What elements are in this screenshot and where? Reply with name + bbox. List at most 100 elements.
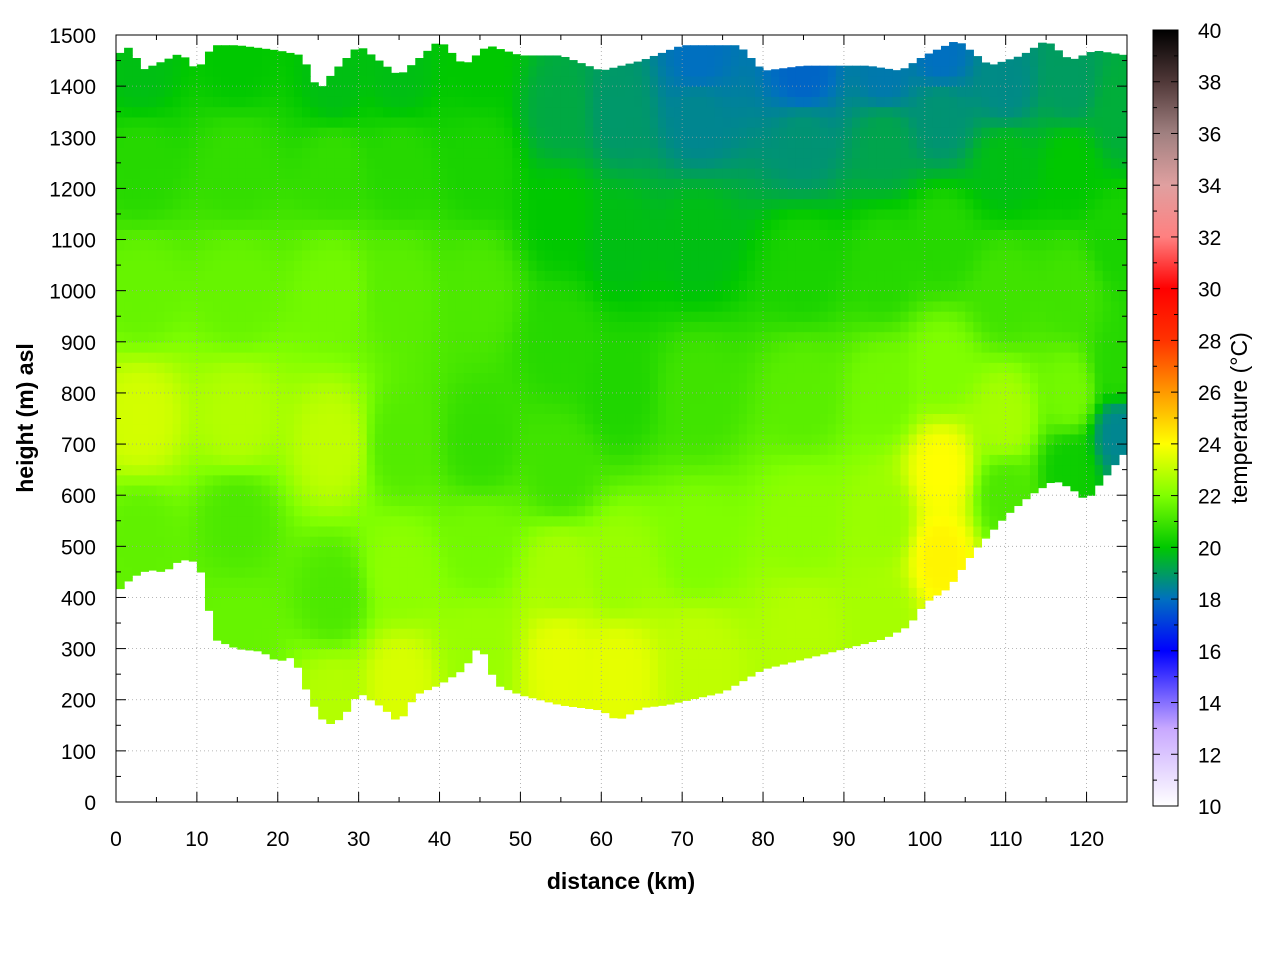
field-cell: [366, 147, 376, 159]
field-cell: [229, 178, 238, 189]
field-cell: [682, 484, 691, 496]
field-cell: [463, 259, 473, 271]
field-cell: [350, 464, 360, 476]
field-cell: [423, 444, 433, 455]
field-cell: [763, 474, 772, 486]
field-cell: [577, 638, 586, 650]
field-cell: [447, 55, 457, 67]
field-cell: [617, 566, 627, 578]
field-cell: [447, 127, 457, 138]
field-cell: [730, 505, 740, 517]
field-cell: [496, 188, 505, 200]
field-cell: [221, 270, 230, 282]
field-cell: [601, 352, 610, 363]
field-cell: [245, 525, 255, 537]
field-cell: [415, 280, 424, 292]
field-cell: [455, 300, 465, 312]
field-cell: [585, 638, 594, 650]
field-cell: [682, 617, 691, 629]
field-cell: [544, 249, 554, 261]
field-cell: [633, 525, 643, 537]
field-cell: [374, 464, 384, 476]
field-cell: [682, 413, 691, 425]
field-cell: [229, 403, 238, 414]
field-cell: [609, 484, 619, 496]
field-cell: [674, 229, 683, 241]
field-cell: [463, 362, 473, 374]
field-cell: [577, 188, 586, 200]
field-cell: [609, 413, 619, 425]
field-cell: [504, 157, 513, 169]
field-cell: [439, 505, 449, 517]
field-cell: [730, 525, 740, 537]
field-cell: [657, 239, 667, 251]
field-cell: [536, 444, 546, 455]
field-cell: [407, 587, 416, 599]
field-cell: [326, 178, 335, 189]
field-cell: [326, 167, 335, 179]
field-cell: [358, 65, 368, 77]
field-cell: [479, 515, 489, 527]
field-cell: [285, 566, 295, 578]
field-cell: [382, 280, 392, 292]
field-cell: [407, 392, 416, 404]
field-cell: [641, 239, 651, 251]
field-cell: [253, 474, 263, 486]
field-cell: [415, 495, 424, 507]
field-cell: [698, 198, 708, 210]
field-cell: [188, 208, 198, 220]
field-cell: [488, 566, 497, 578]
field-cell: [382, 617, 392, 629]
field-cell: [625, 566, 635, 578]
field-cell: [326, 157, 335, 169]
field-cell: [302, 300, 311, 312]
field-cell: [334, 669, 344, 680]
field-cell: [374, 587, 384, 599]
field-cell: [439, 484, 449, 496]
field-cell: [455, 577, 465, 588]
field-cell: [277, 515, 287, 527]
field-cell: [221, 546, 230, 558]
field-cell: [253, 259, 263, 271]
field-cell: [471, 96, 481, 108]
field-cell: [253, 137, 263, 149]
field-cell: [285, 65, 295, 77]
field-cell: [350, 617, 360, 629]
field-cell: [407, 96, 416, 108]
field-cell: [528, 658, 538, 670]
field-cell: [390, 556, 400, 568]
field-cell: [560, 249, 570, 261]
field-cell: [552, 607, 562, 619]
field-cell: [318, 628, 327, 639]
field-cell: [641, 484, 651, 496]
field-cell: [156, 75, 166, 87]
field-cell: [213, 127, 222, 138]
field-cell: [172, 249, 182, 261]
field-cell: [585, 515, 594, 527]
field-cell: [342, 699, 352, 711]
field-cell: [156, 403, 166, 414]
field-cell: [609, 679, 619, 691]
field-cell: [706, 566, 716, 578]
field-cell: [285, 648, 295, 659]
field-cell: [221, 505, 230, 517]
field-cell: [552, 219, 562, 230]
field-cell: [156, 566, 166, 572]
field-cell: [690, 86, 699, 97]
field-cell: [277, 229, 287, 241]
field-cell: [617, 127, 627, 138]
field-cell: [633, 86, 643, 97]
field-cell: [269, 577, 279, 588]
field-cell: [463, 392, 473, 404]
field-cell: [593, 556, 602, 568]
field-cell: [229, 321, 238, 333]
field-cell: [504, 208, 513, 220]
field-cell: [471, 331, 481, 343]
field-cell: [698, 423, 708, 435]
field-cell: [617, 617, 627, 629]
field-cell: [649, 556, 659, 568]
field-cell: [463, 433, 473, 445]
field-cell: [463, 75, 473, 87]
field-cell: [439, 372, 449, 384]
field-cell: [221, 188, 230, 200]
